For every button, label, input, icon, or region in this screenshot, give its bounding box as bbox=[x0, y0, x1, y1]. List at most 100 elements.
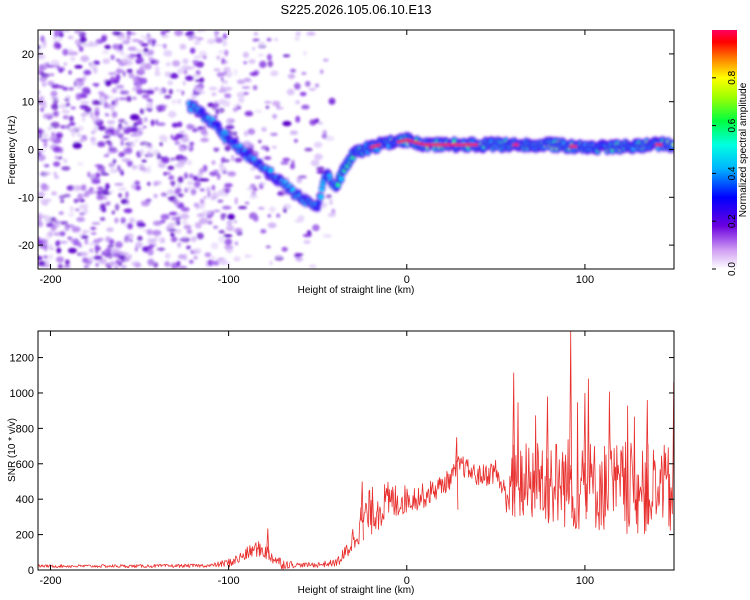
spectrogram-noise-blob bbox=[281, 246, 288, 252]
spectrogram-noise-blob bbox=[181, 90, 185, 96]
spectrogram-noise-blob bbox=[199, 198, 205, 204]
spectrogram-noise-blob bbox=[253, 32, 258, 36]
spectrogram-ridge-red bbox=[516, 143, 520, 146]
spectrogram-noise-blob bbox=[92, 116, 101, 123]
spectrogram-noise-blob bbox=[139, 108, 145, 115]
spectrogram-noise-blob bbox=[214, 33, 218, 39]
spectrogram-noise-blob bbox=[252, 46, 256, 51]
spectrogram-noise-blob bbox=[121, 158, 131, 163]
spectrogram-noise-blob bbox=[142, 125, 147, 129]
spectrogram-noise-blob bbox=[148, 49, 155, 56]
spectrogram-noise-blob bbox=[221, 157, 225, 164]
spectrogram-noise-blob bbox=[168, 211, 178, 216]
spectrogram-noise-blob bbox=[155, 105, 161, 111]
spectrogram-noise-blob bbox=[56, 256, 64, 263]
spectrogram-noise-blob bbox=[88, 257, 92, 262]
spectrogram-noise-blob bbox=[109, 76, 116, 83]
spectrogram-noise-blob bbox=[274, 255, 283, 258]
spectrogram-noise-blob bbox=[277, 190, 286, 197]
spectrogram-noise-blob bbox=[193, 175, 199, 181]
spectrogram-noise-blob bbox=[328, 97, 336, 105]
spectrogram-noise-blob bbox=[309, 264, 317, 268]
spectrogram-noise-blob bbox=[278, 106, 284, 110]
spectrogram-noise-blob bbox=[117, 34, 127, 41]
spectrogram-noise-blob bbox=[182, 235, 188, 239]
snr-peak bbox=[569, 331, 573, 519]
spectrogram-ytick-label: 20 bbox=[22, 49, 34, 61]
spectrogram-noise-blob bbox=[88, 242, 95, 246]
spectrogram-noise-blob bbox=[217, 189, 224, 197]
spectrogram-noise-blob bbox=[48, 136, 56, 142]
spectrogram-noise-blob bbox=[259, 60, 267, 68]
spectrogram-noise-blob bbox=[96, 186, 104, 190]
spectrogram-noise-blob bbox=[56, 156, 63, 160]
spectrogram-noise-blob bbox=[124, 121, 129, 126]
colorbar-tick-label: 0.0 bbox=[727, 262, 738, 276]
spectrogram-noise-blob bbox=[298, 175, 307, 179]
snr-peak bbox=[583, 392, 587, 520]
spectrogram-noise-blob bbox=[81, 42, 91, 48]
spectrogram-noise-blob bbox=[164, 95, 172, 99]
spectrogram-noise-blob bbox=[295, 115, 301, 123]
spectrogram-noise-blob bbox=[219, 259, 228, 265]
spectrogram-noise-blob bbox=[118, 43, 123, 51]
spectrogram-noise-blob bbox=[114, 183, 124, 186]
spectrogram-noise-blob bbox=[114, 203, 120, 211]
spectrogram-noise-blob bbox=[154, 234, 159, 241]
spectrogram-noise-blob bbox=[199, 188, 205, 192]
spectrogram-noise-blob bbox=[178, 238, 188, 242]
spectrogram-noise-blob bbox=[195, 86, 203, 93]
spectrogram-noise-blob bbox=[172, 221, 177, 226]
spectrogram-noise-blob bbox=[115, 74, 121, 81]
spectrogram-noise-blob bbox=[210, 242, 219, 250]
snr-ylabel: SNR (10 * v/v) bbox=[7, 418, 18, 482]
spectrogram-noise-blob bbox=[50, 121, 60, 129]
spectrogram-noise-blob bbox=[80, 101, 90, 104]
spectrogram-noise-blob bbox=[134, 246, 138, 252]
spectrogram-noise-blob bbox=[178, 254, 185, 260]
spectrogram-noise-blob bbox=[213, 209, 221, 213]
spectrogram-noise-blob bbox=[123, 147, 133, 155]
spectrogram-noise-blob bbox=[290, 68, 296, 73]
spectrogram-noise-blob bbox=[224, 238, 233, 246]
snr-xtick-label: 0 bbox=[404, 575, 410, 587]
spectrogram-noise-blob bbox=[132, 123, 138, 127]
spectrogram-noise-blob bbox=[248, 59, 256, 64]
spectrogram-noise-blob bbox=[218, 49, 225, 55]
spectrogram-noise-blob bbox=[252, 85, 258, 91]
spectrogram-noise-blob bbox=[97, 125, 107, 131]
spectrogram-noise-blob bbox=[252, 38, 260, 42]
spectrogram-noise-blob bbox=[108, 72, 117, 75]
spectrogram-ridge-cyan bbox=[318, 194, 324, 200]
spectrogram-noise-blob bbox=[222, 205, 232, 210]
spectrogram-noise-blob bbox=[200, 178, 210, 182]
spectrogram-noise-blob bbox=[197, 70, 201, 76]
spectrogram-noise-blob bbox=[213, 260, 220, 266]
spectrogram-noise-blob bbox=[98, 258, 107, 265]
spectrogram-noise-blob bbox=[38, 129, 45, 134]
spectrogram-marks bbox=[38, 30, 674, 269]
spectrogram-noise-blob bbox=[139, 148, 145, 156]
spectrogram-noise-blob bbox=[207, 38, 216, 45]
spectrogram-noise-blob bbox=[249, 194, 258, 199]
spectrogram-noise-blob bbox=[129, 54, 138, 57]
spectrogram-noise-blob bbox=[309, 119, 317, 126]
spectrogram-noise-blob bbox=[258, 139, 262, 144]
spectrogram-noise-blob bbox=[120, 140, 124, 147]
spectrogram-noise-blob bbox=[93, 190, 101, 194]
spectrogram-noise-blob bbox=[140, 34, 145, 38]
spectrogram-noise-blob bbox=[222, 186, 232, 193]
snr-peak bbox=[266, 528, 270, 561]
spectrogram-noise-blob bbox=[134, 180, 141, 186]
spectrogram-noise-blob bbox=[119, 137, 129, 141]
spectrogram-noise-blob bbox=[110, 147, 116, 153]
spectrogram-noise-blob bbox=[212, 106, 216, 110]
spectrogram-noise-blob bbox=[110, 54, 115, 60]
spectrogram-noise-blob bbox=[188, 173, 194, 179]
spectrogram-noise-blob bbox=[141, 63, 145, 70]
spectrogram-noise-blob bbox=[176, 213, 183, 217]
spectrogram-noise-blob bbox=[138, 40, 144, 45]
spectrogram-noise-blob bbox=[218, 230, 225, 234]
spectrogram-noise-blob bbox=[238, 206, 247, 210]
